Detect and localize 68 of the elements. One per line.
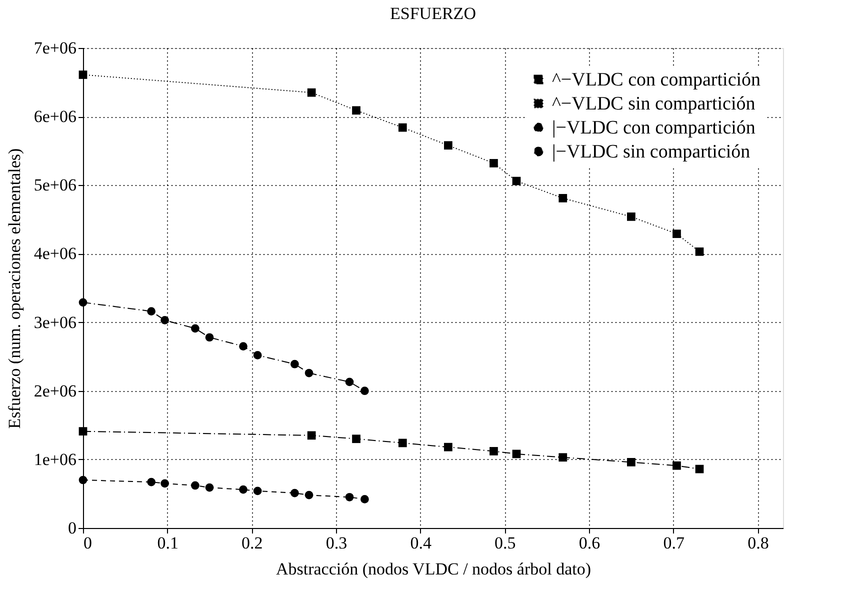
point xyxy=(695,464,704,474)
x-tick-label: 0.1 xyxy=(157,534,178,552)
point xyxy=(672,230,681,238)
point xyxy=(78,298,88,307)
x-tick-label: 0.5 xyxy=(494,534,516,552)
point xyxy=(160,479,169,488)
point xyxy=(160,316,169,324)
point xyxy=(444,141,452,150)
x-axis-title: Abstracción (nodos VLDC / nodos árbol dato) xyxy=(276,560,592,578)
point xyxy=(352,106,360,115)
y-axis-title: Esfuerzo (num. operaciones elementales) xyxy=(4,148,24,429)
point xyxy=(627,458,636,466)
point xyxy=(239,485,248,494)
point xyxy=(290,488,299,498)
point xyxy=(398,123,407,132)
x-tick-label: 0 xyxy=(84,534,92,552)
point xyxy=(512,450,521,458)
point xyxy=(558,194,568,202)
point xyxy=(558,453,568,462)
point xyxy=(147,307,156,316)
point xyxy=(512,176,521,186)
point xyxy=(352,434,360,444)
point xyxy=(398,438,407,448)
point xyxy=(205,333,214,342)
point xyxy=(290,360,299,368)
point xyxy=(345,378,354,386)
point xyxy=(253,486,262,496)
point xyxy=(672,461,681,470)
x-tick-label: 0.2 xyxy=(242,534,263,552)
y-tick-label: 0 xyxy=(68,518,76,538)
legend-label: ^−VLDC con compartición xyxy=(552,70,762,90)
y-tick-label: 2e+06 xyxy=(34,381,76,400)
point xyxy=(490,447,498,456)
point xyxy=(627,212,636,221)
x-tick-label: 0.4 xyxy=(410,534,432,552)
point xyxy=(307,431,316,440)
point xyxy=(147,478,156,486)
point xyxy=(78,476,88,484)
x-tick-label: 0.8 xyxy=(748,534,769,552)
point xyxy=(345,492,354,502)
point xyxy=(360,386,369,396)
point xyxy=(304,368,314,378)
chart-title: ESFUERZO xyxy=(390,4,476,23)
y-tick-label: 3e+06 xyxy=(34,312,76,332)
y-tick-label: 7e+06 xyxy=(34,38,76,58)
y-tick-label: 5e+06 xyxy=(34,176,76,195)
legend-label: |−VLDC con compartición xyxy=(552,118,756,138)
x-tick-label: 0.7 xyxy=(663,534,685,552)
y-tick-label: 4e+06 xyxy=(34,244,76,264)
legend-label: ^−VLDC sin compartición xyxy=(552,94,756,114)
point xyxy=(239,342,248,350)
point xyxy=(205,483,214,492)
x-tick-label: 0.6 xyxy=(578,534,600,552)
point xyxy=(78,427,88,436)
point xyxy=(190,481,200,490)
point xyxy=(253,351,262,360)
point xyxy=(444,442,452,452)
point xyxy=(360,495,369,504)
point xyxy=(78,70,88,79)
point xyxy=(304,490,314,500)
y-tick-label: 6e+06 xyxy=(34,107,76,126)
point xyxy=(490,159,498,168)
legend-label: |−VLDC sin compartición xyxy=(552,142,751,162)
x-tick-label: 0.3 xyxy=(326,534,348,552)
y-tick-label: 1e+06 xyxy=(34,450,76,469)
point xyxy=(695,247,704,256)
point xyxy=(307,88,316,97)
point xyxy=(190,324,200,333)
